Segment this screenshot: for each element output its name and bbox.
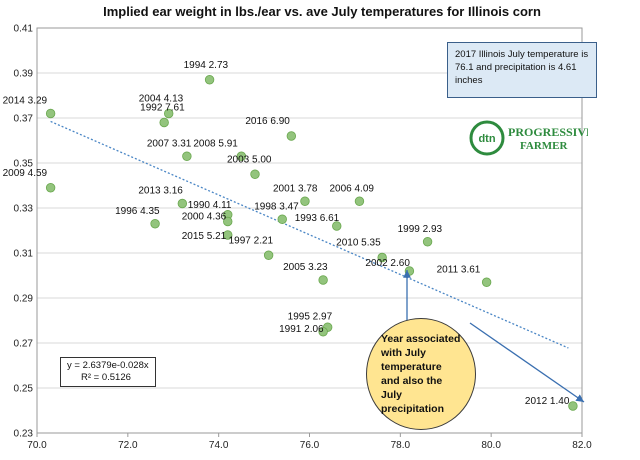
data-label-1996: 1996 4.35 — [115, 206, 160, 217]
data-label-1990: 1990 4.11 — [188, 200, 232, 211]
annotation-bubble: Year associated with July temperature an… — [366, 318, 476, 430]
point-2013 — [178, 199, 187, 208]
y-tick-label: 0.23 — [14, 429, 34, 440]
x-tick-label: 78.0 — [391, 440, 411, 451]
x-tick-label: 72.0 — [118, 440, 138, 451]
point-2006 — [355, 197, 364, 206]
r-squared: R² = 0.5126 — [67, 372, 149, 384]
y-tick-label: 0.27 — [14, 339, 34, 350]
data-label-1998: 1998 3.47 — [254, 201, 299, 212]
x-tick-label: 74.0 — [209, 440, 229, 451]
data-label-1992: 1992 7.61 — [140, 103, 185, 114]
point-2014 — [46, 109, 55, 118]
x-tick-label: 82.0 — [572, 440, 592, 451]
bubble-text: Year associated with July temperature an… — [381, 332, 461, 416]
y-tick-label: 0.33 — [14, 204, 34, 215]
data-label-1991: 1991 2.06 — [279, 324, 324, 335]
y-tick-label: 0.41 — [14, 24, 34, 35]
data-label-2013: 2013 3.16 — [138, 186, 183, 197]
data-label-1993: 1993 6.61 — [295, 213, 340, 224]
point-1999 — [423, 237, 432, 246]
x-tick-label: 70.0 — [27, 440, 47, 451]
point-1992 — [160, 118, 169, 127]
y-tick-label: 0.37 — [14, 114, 34, 125]
data-label-2015: 2015 5.21 — [182, 231, 227, 242]
progressive-farmer-logo: dtn PROGRESSIVE FARMER — [468, 118, 588, 158]
chart-title: Implied ear weight in lbs./ear vs. ave J… — [103, 4, 541, 19]
data-label-1994: 1994 2.73 — [184, 60, 229, 71]
data-label-1999: 1999 2.93 — [398, 224, 443, 235]
point-2001 — [301, 197, 310, 206]
x-tick-label: 76.0 — [300, 440, 320, 451]
point-1994 — [205, 75, 214, 84]
y-tick-label: 0.39 — [14, 69, 34, 80]
data-label-2007: 2007 3.31 — [147, 138, 192, 149]
equation-box: y = 2.6379e-0.028x R² = 0.5126 — [60, 357, 156, 387]
y-tick-label: 0.31 — [14, 249, 34, 260]
point-2003 — [251, 170, 260, 179]
x-tick-label: 80.0 — [481, 440, 501, 451]
point-2012 — [569, 402, 578, 411]
logo-mark: dtn — [478, 133, 495, 145]
data-label-2006: 2006 4.09 — [329, 183, 374, 194]
data-label-2002: 2002 2.60 — [365, 258, 410, 269]
point-1998 — [278, 215, 287, 224]
data-label-2011: 2011 3.61 — [437, 264, 481, 275]
data-label-2008: 2008 5.91 — [193, 138, 238, 149]
data-label-2001: 2001 3.78 — [273, 183, 318, 194]
data-label-2003: 2003 5.00 — [227, 154, 272, 165]
data-label-2010: 2010 5.35 — [336, 238, 381, 249]
logo-line1: PROGRESSIVE — [508, 125, 588, 139]
logo-line2: FARMER — [520, 140, 569, 152]
point-2005 — [319, 276, 328, 285]
y-tick-label: 0.25 — [14, 384, 34, 395]
data-label-2005: 2005 3.23 — [283, 262, 328, 273]
data-label-2012: 2012 1.40 — [525, 396, 570, 407]
arrow-to-2012 — [470, 323, 584, 402]
data-label-2014: 2014 3.29 — [3, 96, 48, 107]
data-label-2000: 2000 4.36 — [182, 212, 227, 223]
point-2011 — [482, 278, 491, 287]
point-2007 — [183, 152, 192, 161]
data-label-2009: 2009 4.59 — [3, 168, 48, 179]
data-label-2016: 2016 6.90 — [245, 116, 290, 127]
data-label-1995: 1995 2.97 — [288, 311, 333, 322]
point-1996 — [151, 219, 160, 228]
info-box: 2017 Illinois July temperature is 76.1 a… — [447, 42, 597, 98]
data-label-1997: 1997 2.21 — [229, 235, 274, 246]
y-tick-label: 0.29 — [14, 294, 34, 305]
point-2016 — [287, 132, 296, 141]
trend-equation: y = 2.6379e-0.028x — [67, 360, 149, 372]
point-2009 — [46, 183, 55, 192]
point-1997 — [264, 251, 273, 260]
